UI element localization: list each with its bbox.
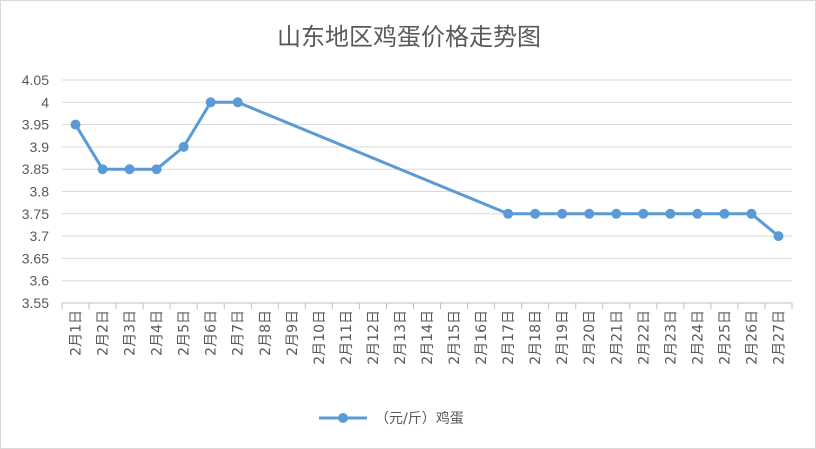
x-tick-label: 2月26日 (744, 310, 760, 365)
legend: （元/斤）鸡蛋 (319, 410, 464, 427)
y-tick-label: 3.8 (30, 184, 50, 200)
data-point (205, 97, 216, 108)
y-tick-label: 4.05 (22, 72, 49, 88)
x-tick-label: 2月1日 (69, 310, 85, 356)
data-point (638, 208, 649, 219)
y-axis-ticks: 4.05 4 3.95 3.9 3.85 3.8 3.75 3.7 3.65 3.6 3.55 (22, 72, 49, 311)
y-tick-label: 3.55 (22, 295, 49, 311)
y-tick-label: 3.65 (22, 250, 49, 266)
data-point (503, 208, 514, 219)
x-tick-label: 2月3日 (123, 310, 139, 356)
x-tick-label: 2月22日 (636, 310, 652, 365)
data-point (773, 231, 784, 242)
legend-point-marker (338, 413, 348, 423)
data-point (232, 97, 243, 108)
x-tick-label: 2月12日 (366, 310, 382, 365)
y-tick-label: 3.7 (30, 228, 50, 244)
x-tick-label: 2月7日 (231, 310, 247, 356)
data-point (97, 164, 108, 175)
x-tick-label: 2月20日 (582, 310, 598, 365)
x-tick-label: 2月23日 (663, 310, 679, 365)
x-tick-label: 2月16日 (474, 310, 490, 365)
x-tick-label: 2月27日 (771, 310, 787, 365)
series-layer (70, 97, 784, 242)
x-tick-label: 2月24日 (690, 310, 706, 365)
y-tick-label: 3.95 (22, 117, 49, 133)
x-tick-label: 2月4日 (150, 310, 166, 356)
x-tick-label: 2月2日 (96, 310, 112, 356)
x-axis (61, 302, 793, 309)
data-point (611, 208, 622, 219)
y-tick-label: 3.85 (22, 161, 49, 177)
data-point (665, 208, 676, 219)
data-point (124, 164, 135, 175)
data-point (557, 208, 568, 219)
x-tick-label: 2月13日 (393, 310, 409, 365)
x-tick-label: 2月19日 (555, 310, 571, 365)
x-tick-label: 2月9日 (285, 310, 301, 356)
y-tick-label: 4 (41, 94, 49, 110)
y-tick-label: 3.9 (30, 139, 50, 155)
y-tick-label: 3.6 (30, 273, 50, 289)
y-tick-label: 3.75 (22, 206, 49, 222)
x-tick-label: 2月8日 (258, 310, 274, 356)
data-point (530, 208, 541, 219)
x-tick-label: 2月17日 (501, 310, 517, 365)
x-tick-label: 2月15日 (447, 310, 463, 365)
data-point (584, 208, 595, 219)
data-point (151, 164, 162, 175)
x-tick-label: 2月6日 (204, 310, 220, 356)
data-point (692, 208, 703, 219)
x-tick-label: 2月18日 (528, 310, 544, 365)
legend-label: （元/斤）鸡蛋 (375, 410, 464, 427)
x-tick-label: 2月14日 (420, 310, 436, 365)
data-point (746, 208, 757, 219)
x-tick-label: 2月25日 (717, 310, 733, 365)
data-point (178, 141, 189, 152)
chart-title: 山东地区鸡蛋价格走势图 (277, 23, 541, 51)
x-tick-label: 2月21日 (609, 310, 625, 365)
x-tick-label: 2月11日 (339, 310, 355, 365)
x-tick-label: 2月10日 (312, 310, 328, 365)
data-point (70, 119, 81, 130)
data-point (719, 208, 730, 219)
x-axis-ticks: 2月1日 2月2日 2月3日 2月4日 2月5日 2月6日 2月7日 2月8日 2月9日 2月10… (69, 310, 788, 365)
x-tick-label: 2月5日 (177, 310, 193, 356)
